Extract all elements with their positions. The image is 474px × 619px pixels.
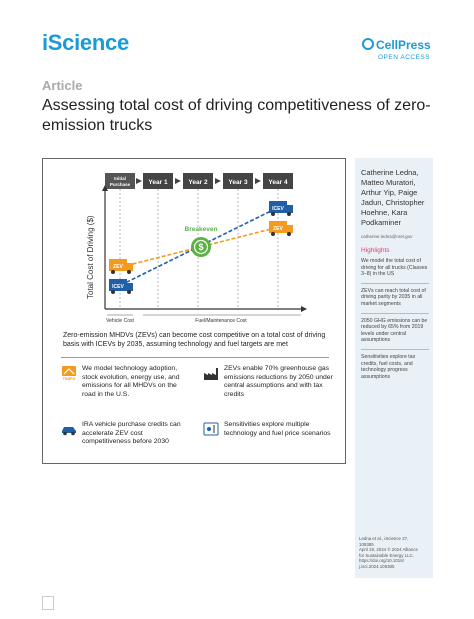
highlights-title: Highlights xyxy=(361,247,390,254)
car-icon xyxy=(62,427,76,436)
highlight-item: ZEVs can reach total cost of driving par… xyxy=(361,288,429,314)
highlight-item: 2050 GHG emissions can be reduced by 65%… xyxy=(361,318,429,350)
article-sidebar: Catherine Ledna, Matteo Muratori, Arthur… xyxy=(355,158,433,578)
point-1: TEMPO We model technology adoption, stoc… xyxy=(61,365,191,399)
citation-line: for Sustainable Energy LLC. xyxy=(359,552,414,558)
correspondence-email[interactable]: catherine.ledna@nrel.gov xyxy=(361,234,413,239)
factory-icon xyxy=(204,368,218,380)
highlight-item: We model the total cost of driving for a… xyxy=(361,258,429,284)
point-1-text: We model technology adoption, stock evol… xyxy=(82,365,180,398)
zev-label-left: ZEV xyxy=(113,264,123,270)
tempo-logo-icon: TEMPO xyxy=(62,366,76,381)
doi-link-cont[interactable]: j.isci.2024.109385 xyxy=(359,563,395,569)
point-4-text: Sensitivities explore multiple technolog… xyxy=(224,421,331,437)
doi-link[interactable]: https://doi.org/10.1016/ xyxy=(359,558,404,564)
x-right-label: Fuel/Maintenance Cost xyxy=(195,318,247,324)
timeline-label-1: Year 1 xyxy=(148,179,168,186)
open-access-label: OPEN ACCESS xyxy=(378,54,431,61)
breakeven-label: Breakeven xyxy=(185,226,218,233)
point-2-text: ZEVs enable 70% greenhouse gas emissions… xyxy=(224,365,333,398)
timeline-label-3: Year 3 xyxy=(228,179,248,186)
citation-block: Ledna et al., iScience 27, 109385 April … xyxy=(359,536,431,570)
icev-truck-right-icon: ICEV xyxy=(269,201,293,216)
check-for-updates-icon[interactable] xyxy=(42,596,54,610)
publisher-name: CellPress xyxy=(376,38,431,52)
zev-truck-right-icon: ZEV xyxy=(269,221,293,236)
point-3: IRA vehicle purchase credits can acceler… xyxy=(61,421,191,447)
zev-label-right: ZEV xyxy=(273,226,283,232)
figure-caption: Zero-emission MHDVs (ZEVs) can become co… xyxy=(63,332,326,348)
svg-text:$: $ xyxy=(198,242,203,252)
icev-label-right: ICEV xyxy=(272,206,284,212)
citation-line: 109385 xyxy=(359,541,374,547)
timeline-box-0 xyxy=(105,173,135,189)
graphical-abstract: Initial Purchase Year 1 Year 2 Year 3 Ye… xyxy=(42,158,346,464)
x-left-label: Vehicle Cost xyxy=(106,318,134,324)
timeline-label-4: Year 4 xyxy=(268,179,288,186)
timeline-label-2: Year 2 xyxy=(188,179,208,186)
icev-line xyxy=(120,206,280,286)
highlight-item: Sensitivities explore tax credits, fuel … xyxy=(361,353,416,380)
tempo-logo-text: TEMPO xyxy=(63,377,76,381)
journal-logo[interactable]: iScience xyxy=(42,30,129,55)
author-list[interactable]: Catherine Ledna, Matteo Muratori, Arthur… xyxy=(361,168,425,227)
article-title: Assessing total cost of driving competit… xyxy=(42,97,431,134)
timeline-box-1 xyxy=(143,173,173,189)
cellpress-logo-icon xyxy=(362,38,374,50)
timeline-label-0-a: Initial xyxy=(114,176,126,181)
article-type: Article xyxy=(42,78,83,93)
sliders-icon xyxy=(203,422,219,436)
publisher-logo[interactable]: CellPress xyxy=(362,38,431,52)
zev-truck-left-icon: ZEV xyxy=(109,259,133,274)
point-3-text: IRA vehicle purchase credits can acceler… xyxy=(82,421,181,445)
timeline-label-0-b: Purchase xyxy=(110,182,131,187)
citation-line: Ledna et al., iScience 27, xyxy=(359,536,409,541)
timeline-box-3 xyxy=(223,173,253,189)
y-axis-label: Total Cost of Driving ($) xyxy=(86,215,95,299)
icev-label-left: ICEV xyxy=(112,284,124,290)
timeline-box-2 xyxy=(183,173,213,189)
citation-line: April 19, 2024 © 2024 Alliance xyxy=(359,547,418,553)
timeline-box-4 xyxy=(263,173,293,189)
point-4: Sensitivities explore multiple technolog… xyxy=(203,421,335,438)
tco-chart: Initial Purchase Year 1 Year 2 Year 3 Ye… xyxy=(86,173,307,324)
icev-truck-left-icon: ICEV xyxy=(109,279,133,294)
point-2: ZEVs enable 70% greenhouse gas emissions… xyxy=(203,365,335,399)
